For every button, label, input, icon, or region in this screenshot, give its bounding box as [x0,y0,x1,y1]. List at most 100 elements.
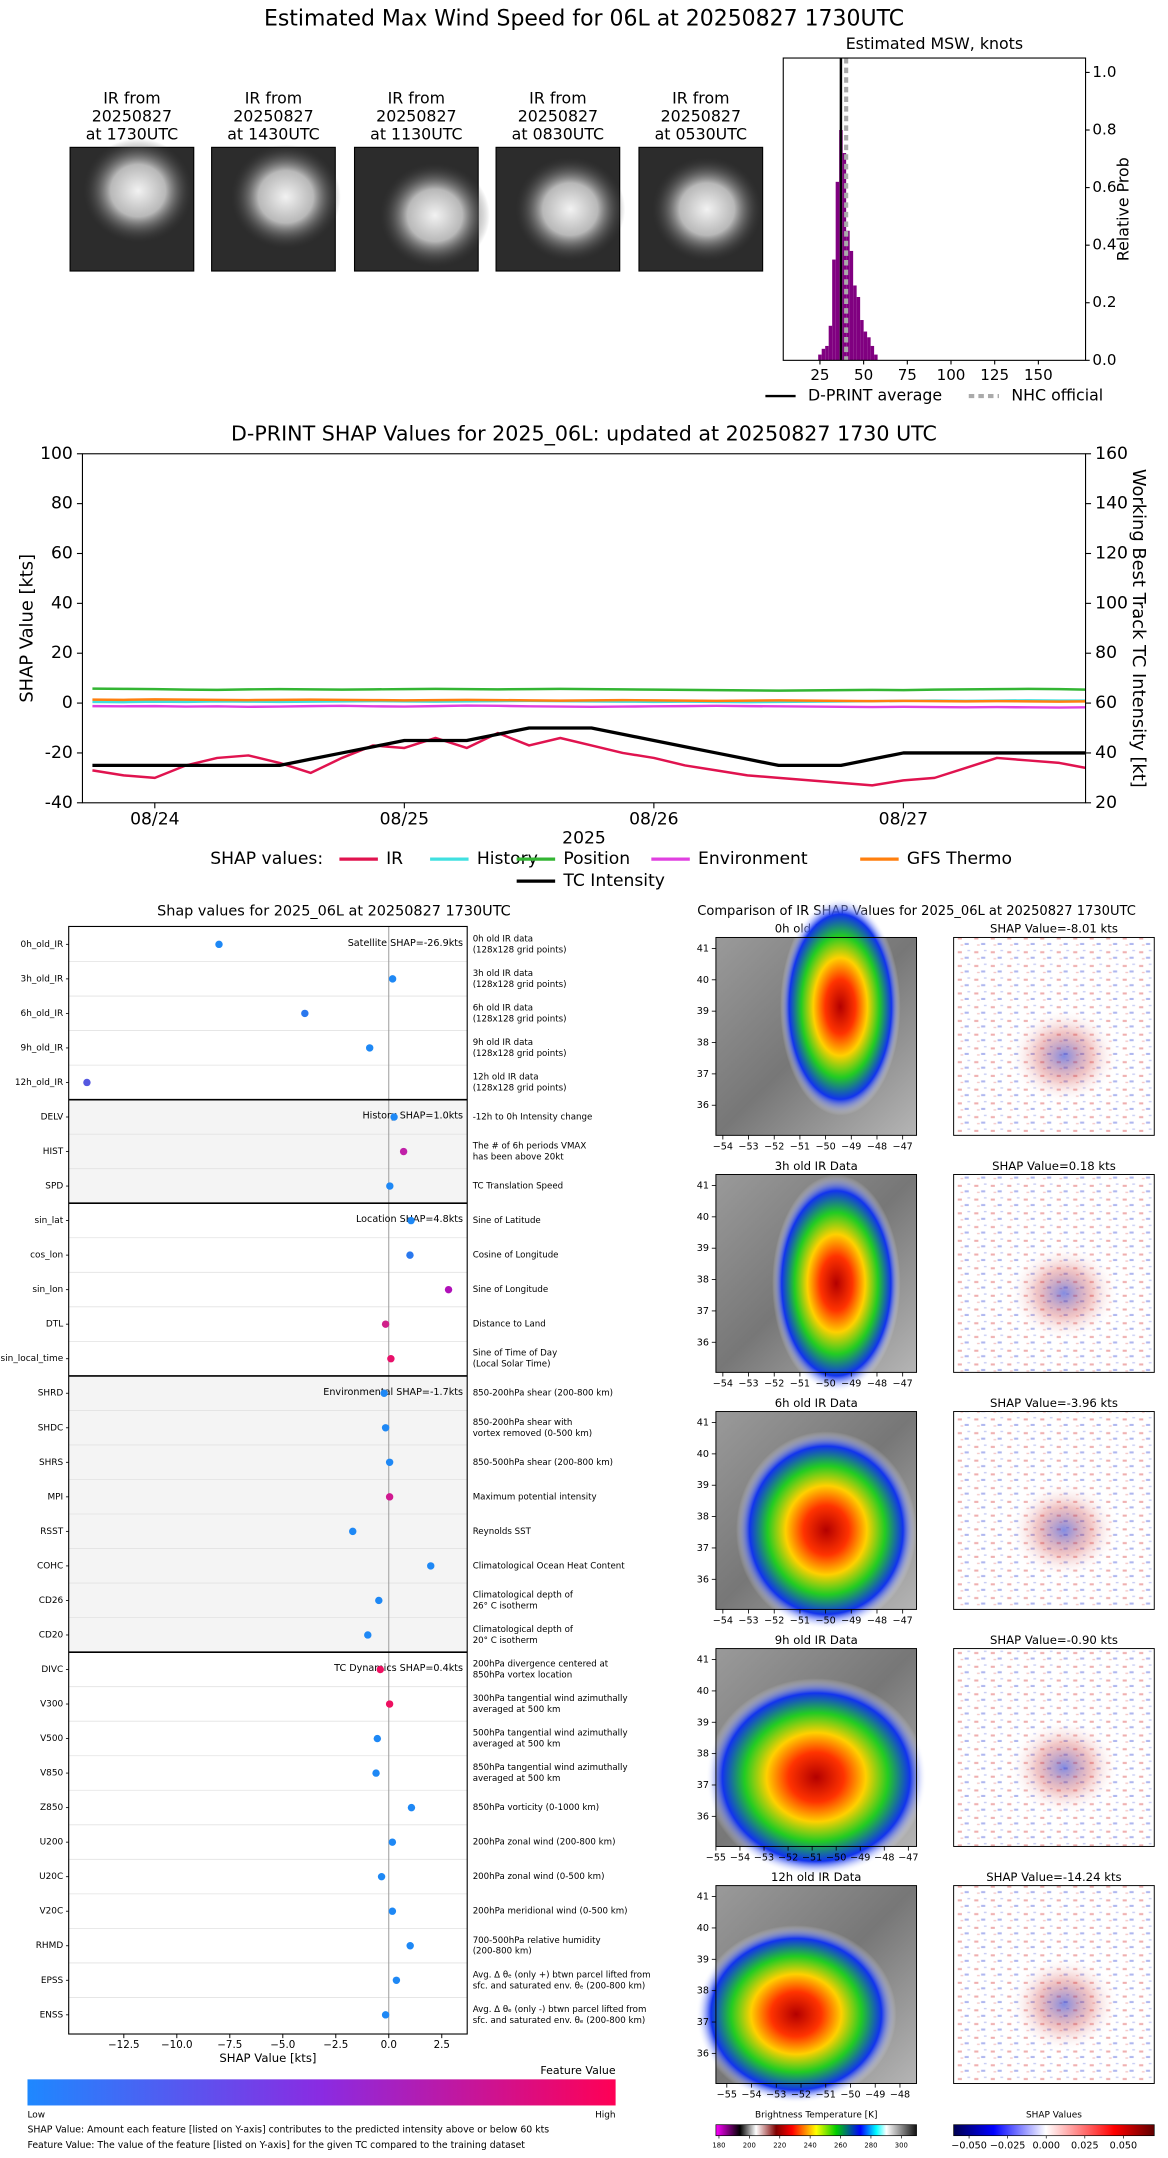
x-tick-label: −51 [816,2089,836,2100]
y-tick-label: 100 [40,444,73,464]
x-tick-label: 08/26 [629,809,678,829]
feature-name: Z850 [40,1803,63,1813]
shap-point [392,1976,401,1984]
x-tick-label: 125 [980,366,1009,384]
feature-description: (200-800 km) [473,1947,532,1957]
shap-point [381,2011,390,2019]
y-tick-label: 39 [697,1480,709,1491]
x-tick-label: −54 [713,1378,733,1389]
shap-core [1009,1482,1119,1579]
group-label: Environmental SHAP=-1.7kts [323,1387,463,1398]
x-tick-label: −51 [790,1615,810,1626]
feature-name: RHMD [36,1941,64,1951]
colorbar-tick-label: 0.000 [1032,2140,1060,2151]
x-tick-label: −54 [713,1615,733,1626]
x-tick-label: 08/25 [380,809,429,829]
series-line [92,726,1086,768]
feature-name: HIST [43,1147,64,1157]
x-tick-label: −48 [867,1378,887,1389]
thumbnail-label: at 1730UTC [86,124,178,143]
x-tick-label: −51 [802,1852,822,1863]
colorbar-tick-label: 180 [712,2141,725,2149]
legend-title: SHAP values: [210,849,323,869]
feature-description: 9h old IR data [473,1038,533,1048]
colorbar-high: High [595,2111,616,2121]
x-axis-label: 2025 [562,829,606,849]
shap-core [1009,1956,1119,2053]
x-tick-label: 25 [810,366,829,384]
colorbar-tick-label: 240 [804,2141,817,2149]
y-tick-label: 0.2 [1092,293,1116,311]
feature-description: 6h old IR data [473,1003,533,1013]
y-tick-label: 40 [697,1686,709,1697]
feature-description: Avg. Δ θₑ (only +) btwn parcel lifted fr… [473,1970,651,1980]
x-tick-label: −53 [738,1615,758,1626]
ir-cloud [772,1174,901,1393]
feature-name: CD26 [39,1596,64,1606]
y-tick-label: 38 [697,1038,709,1049]
ir-cloud [705,1678,927,1877]
y2-tick-label: 100 [1095,593,1128,613]
bar [821,348,826,361]
x-tick-label: −48 [867,1615,887,1626]
feature-name: MPI [47,1492,63,1502]
cloud-shape [83,138,194,243]
ir-panel-title: 9h old IR Data [775,1633,858,1647]
x-tick-label: −51 [790,1141,810,1152]
feature-description: 3h old IR data [473,969,533,979]
x-tick-label: 75 [898,366,917,384]
y-tick-label: 38 [697,1275,709,1286]
x-tick-label: −10.0 [161,2039,193,2051]
colorbar-title: Feature Value [540,2064,615,2077]
shap-core [1009,1008,1119,1105]
feature-description: 200hPa divergence centered at [473,1660,609,1670]
thumbnail-label: IR from [245,89,302,108]
feature-description: 850-200hPa shear (200-800 km) [473,1389,613,1399]
bar [818,354,822,361]
feature-description: 0h old IR data [473,934,533,944]
feature-description: (128x128 grid points) [473,945,567,955]
feature-description: averaged at 500 km [473,1705,561,1715]
x-tick-label: −52 [764,1141,784,1152]
x-tick-label: −49 [841,1615,861,1626]
shap-point [390,1113,398,1121]
thumbnail-label: IR from [388,89,445,108]
bar [863,331,868,361]
shap-point [385,1458,394,1467]
feature-name: cos_lon [30,1251,63,1261]
thumbnail-label: IR from [103,89,160,108]
feature-description: has been above 20kt [473,1153,565,1163]
bar [825,345,829,361]
ir-panel-title: 12h old IR Data [771,1870,861,1884]
y-tick-label: 37 [697,1306,709,1317]
y-tick-label: 0.6 [1092,178,1116,196]
y-tick-label: 1.0 [1092,63,1116,81]
feature-description: Sine of Longitude [473,1285,548,1295]
thumbnail-label: IR from [672,89,729,108]
y-tick-label: 38 [697,1749,709,1760]
cloud-shape [515,156,626,262]
y-axis-label: SHAP Value [kts] [16,554,37,703]
x-tick-label: −54 [713,1141,733,1152]
shap-point [365,1044,374,1052]
shap-point [372,1769,380,1777]
shap-point [388,1838,397,1846]
colorbar-tick-label: 300 [895,2141,908,2149]
x-tick-label: −50 [826,1852,846,1863]
shap-panel-title: SHAP Value=-0.90 kts [990,1633,1118,1647]
feature-description: TC Translation Speed [472,1182,563,1192]
x-tick-label: 50 [854,366,873,384]
thumbnail-label: at 1130UTC [370,124,462,143]
ir-frame [715,1885,918,2084]
shap-point [387,1355,395,1363]
ir-cloud [735,1431,917,1630]
shap-point [406,1251,414,1259]
y-tick-label: 40 [697,1449,709,1460]
feature-name: 6h_old_IR [21,1009,64,1019]
feature-name: 12h_old_IR [15,1078,63,1088]
y-tick-label: 0 [62,693,73,713]
y2-tick-label: 40 [1095,743,1117,763]
footnote: SHAP Value: Amount each feature [listed … [27,2125,549,2136]
series-line [92,704,1086,709]
